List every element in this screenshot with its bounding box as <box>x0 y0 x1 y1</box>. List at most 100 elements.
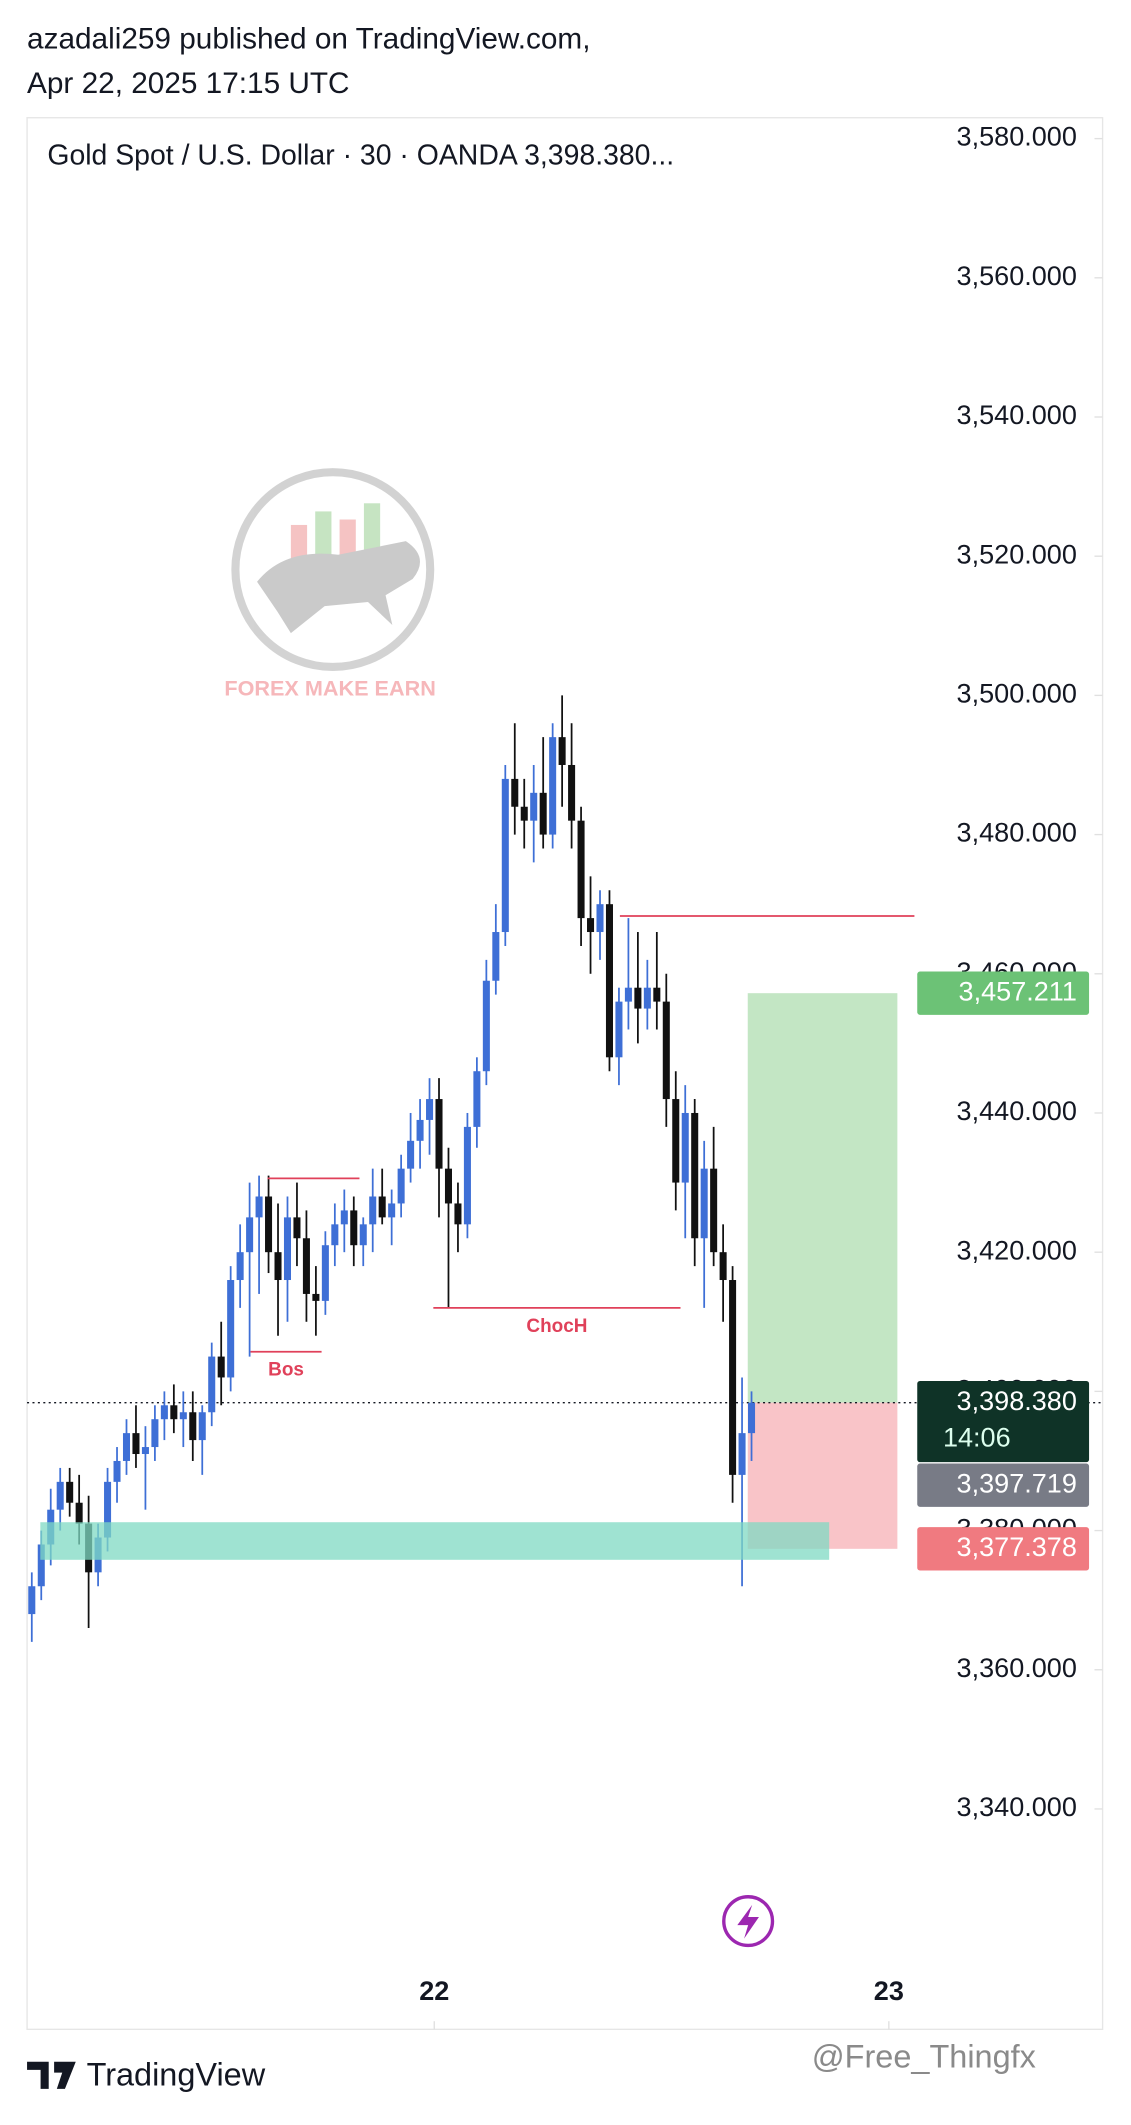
candle-body <box>369 1196 377 1225</box>
x-tick-label: 22 <box>419 1976 449 2006</box>
candle-body <box>748 1402 756 1434</box>
candle-body <box>141 1447 149 1455</box>
candle-body <box>312 1293 320 1301</box>
candle-body <box>416 1119 424 1141</box>
candle-body <box>37 1544 45 1587</box>
candle-body <box>236 1252 244 1281</box>
candle-body <box>189 1412 197 1441</box>
candle-body <box>700 1168 708 1239</box>
candle-body <box>56 1481 64 1510</box>
candle-body <box>454 1203 462 1225</box>
candle-body <box>681 1112 689 1183</box>
candle-body <box>302 1238 310 1294</box>
candle-body <box>539 792 547 835</box>
candle-body <box>653 987 661 1002</box>
candle-body <box>643 987 651 1009</box>
candle-body <box>359 1224 367 1246</box>
demand-zone <box>40 1522 830 1560</box>
price-label-box <box>917 1527 1090 1571</box>
y-tick-label: 3,500.000 <box>957 679 1077 709</box>
profit-zone <box>747 993 898 1403</box>
icon-bolt <box>737 1904 759 1939</box>
logo-candle <box>290 524 308 561</box>
chart-title: Gold Spot / U.S. Dollar · 30 · OANDA 3,3… <box>47 139 674 171</box>
candle-body <box>179 1412 187 1420</box>
candle-body <box>151 1419 159 1448</box>
chart-panel <box>26 117 1104 2031</box>
candle-body <box>293 1217 301 1239</box>
candle-body <box>255 1196 263 1218</box>
candle-body <box>577 820 585 919</box>
y-tick-label: 3,560.000 <box>957 261 1077 291</box>
candle-body <box>549 737 557 835</box>
candle-body <box>75 1502 83 1524</box>
candle-body <box>492 932 500 981</box>
candle-body <box>397 1168 405 1204</box>
candle-body <box>435 1099 443 1169</box>
candle-body <box>66 1481 74 1503</box>
countdown: 14:06 <box>943 1422 1011 1452</box>
y-tick-label: 3,580.000 <box>957 122 1077 152</box>
candle-body <box>331 1224 339 1246</box>
structure-label: Bos <box>268 1360 304 1381</box>
candle-body <box>444 1168 452 1204</box>
candle-body <box>710 1168 718 1253</box>
candle-body <box>662 1001 670 1100</box>
candle-body <box>624 987 632 1002</box>
candle-body <box>691 1112 699 1239</box>
tv-logo <box>27 2061 76 2089</box>
y-tick-label: 3,340.000 <box>957 1792 1077 1822</box>
candle-body <box>113 1460 121 1482</box>
candle-body <box>719 1252 727 1281</box>
candle-body <box>388 1203 396 1218</box>
publish-date: Apr 22, 2025 17:15 UTC <box>27 67 350 100</box>
candle-body <box>378 1196 386 1218</box>
logo-ring <box>231 468 435 672</box>
price-label-box <box>917 1380 1090 1463</box>
candle-body <box>463 1126 471 1225</box>
candle-body <box>350 1210 358 1246</box>
candle-body <box>615 1001 623 1058</box>
price-label-box <box>917 971 1090 1015</box>
logo-candle <box>363 503 381 561</box>
candle-body <box>605 904 613 1058</box>
y-tick-label: 3,540.000 <box>957 400 1077 430</box>
y-tick-label: 3,480.000 <box>957 818 1077 848</box>
price-label: 3,457.211 <box>959 976 1077 1006</box>
price-label: 3,377.378 <box>957 1532 1077 1562</box>
candle-body <box>208 1356 216 1413</box>
price-label: 3,398.380 <box>957 1386 1077 1416</box>
candle-body <box>217 1356 225 1378</box>
candle-body <box>558 737 566 765</box>
author: azadali259 published on TradingView.com, <box>27 22 590 55</box>
candle-body <box>170 1405 178 1420</box>
price-label: 3,397.719 <box>957 1468 1077 1498</box>
candle-body <box>227 1280 235 1378</box>
candle-body <box>729 1280 737 1475</box>
candle-body <box>530 792 538 821</box>
watermark-text: FOREX MAKE EARN <box>224 676 435 701</box>
y-tick-label: 3,360.000 <box>957 1653 1077 1683</box>
icon-ring <box>722 1895 775 1948</box>
watermark-logo <box>231 468 435 672</box>
brand: TradingView <box>87 2056 266 2092</box>
candle-body <box>634 987 642 1009</box>
candle-body <box>482 980 490 1072</box>
candle-body <box>132 1433 140 1455</box>
candle-body <box>122 1433 131 1461</box>
candle-body <box>265 1196 273 1253</box>
candle-body <box>28 1586 36 1615</box>
footer-logo <box>27 2061 76 2089</box>
y-tick-label: 3,420.000 <box>957 1235 1077 1265</box>
candle-body <box>501 778 509 933</box>
candle-body <box>426 1099 434 1120</box>
candle-body <box>340 1210 348 1225</box>
candle-body <box>596 904 604 933</box>
candle-body <box>283 1217 292 1281</box>
candle-body <box>473 1071 481 1127</box>
candle-body <box>160 1405 168 1420</box>
candle-body <box>568 764 576 821</box>
candle-body <box>246 1217 254 1253</box>
